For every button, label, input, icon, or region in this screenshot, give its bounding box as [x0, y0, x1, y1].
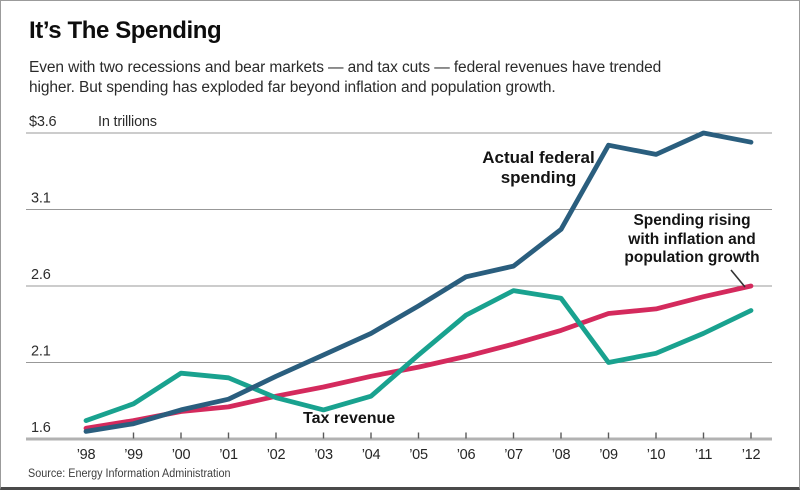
x-axis-label: ’08 — [552, 447, 571, 463]
x-axis-label: ’02 — [267, 447, 286, 463]
x-axis-label: ’01 — [219, 447, 238, 463]
x-axis-label: ’10 — [647, 447, 666, 463]
series-line-actual-spending — [83, 130, 754, 434]
y-axis-label: 2.6 — [31, 267, 51, 283]
x-axis-label: ’07 — [504, 447, 523, 463]
x-axis-label: ’06 — [457, 447, 476, 463]
x-axis-label: ’05 — [409, 447, 428, 463]
chart-subtitle: Even with two recessions and bear market… — [29, 59, 662, 96]
series-label-inflation-population: Spending rising with inflation and popul… — [624, 212, 760, 266]
chart-title: It’s The Spending — [29, 17, 222, 44]
y-axis-unit-label: In trillions — [98, 114, 157, 130]
x-axis-label: ’12 — [742, 447, 761, 463]
y-axis-label: 2.1 — [31, 344, 51, 360]
annotation-pointer-line — [730, 269, 746, 288]
x-axis-label: ’11 — [695, 447, 713, 463]
source-credit: Source: Energy Information Administratio… — [28, 468, 231, 480]
x-axis-label: ’00 — [172, 447, 191, 463]
series-line-tax-revenue — [83, 288, 754, 424]
x-axis-label: ’03 — [314, 447, 333, 463]
series-label-actual-spending: Actual federal spending — [482, 148, 595, 187]
y-axis-label: $3.6 — [29, 114, 57, 130]
y-axis-label: 1.6 — [31, 420, 51, 436]
y-axis-label: 3.1 — [31, 191, 51, 207]
x-axis-label: ’99 — [124, 447, 143, 463]
series-label-tax-revenue: Tax revenue — [303, 410, 396, 427]
x-axis-label: ’09 — [599, 447, 618, 463]
x-axis-label: ’98 — [77, 447, 96, 463]
series-line-inflation-population — [83, 283, 754, 431]
x-axis-label: ’04 — [362, 447, 381, 463]
